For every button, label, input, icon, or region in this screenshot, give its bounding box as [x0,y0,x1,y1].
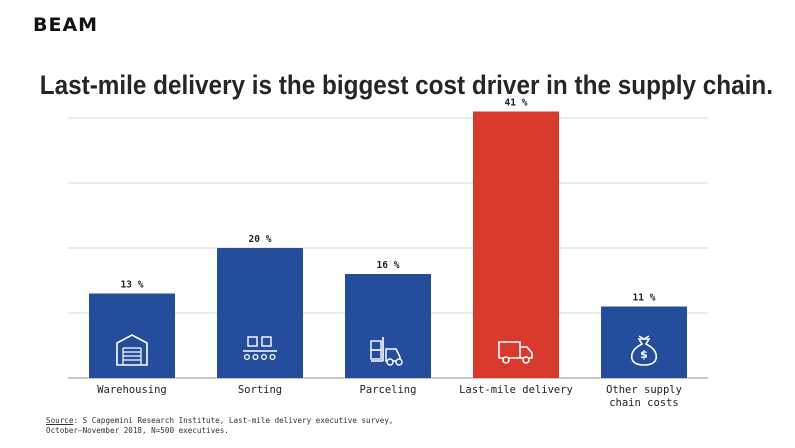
value-label: 41 % [505,98,528,109]
beam-logo: BEAM [33,14,99,36]
page-title: Last-mile delivery is the biggest cost d… [39,70,774,100]
bar-last-mile-delivery [473,111,559,378]
value-label: 13 % [121,280,144,291]
source-line2: October–November 2018, N=500 executives. [46,426,229,435]
category-label: Other supply [606,384,682,396]
value-label: 16 % [377,260,400,271]
category-label: chain costs [609,397,679,409]
source-note: Source: S Capgemini Research Institute, … [46,416,393,436]
truck-icon [498,341,533,364]
svg-text:$: $ [640,348,648,361]
bar-other-supply-chain-costs [601,306,687,378]
warehouse-icon [116,334,148,366]
category-label: Parceling [360,384,417,396]
category-label: Last-mile delivery [459,384,573,396]
source-prefix: Source [46,416,74,425]
money-bag-icon: $ [630,335,658,366]
source-line1: : S Capgemini Research Institute, Last-m… [73,416,394,425]
forklift-icon [370,337,403,366]
bar-sorting [217,248,303,378]
value-label: 20 % [249,234,272,245]
category-label: Warehousing [97,384,167,396]
category-label: Sorting [238,384,282,396]
value-label: 11 % [633,293,656,304]
conveyor-icon [243,336,277,361]
